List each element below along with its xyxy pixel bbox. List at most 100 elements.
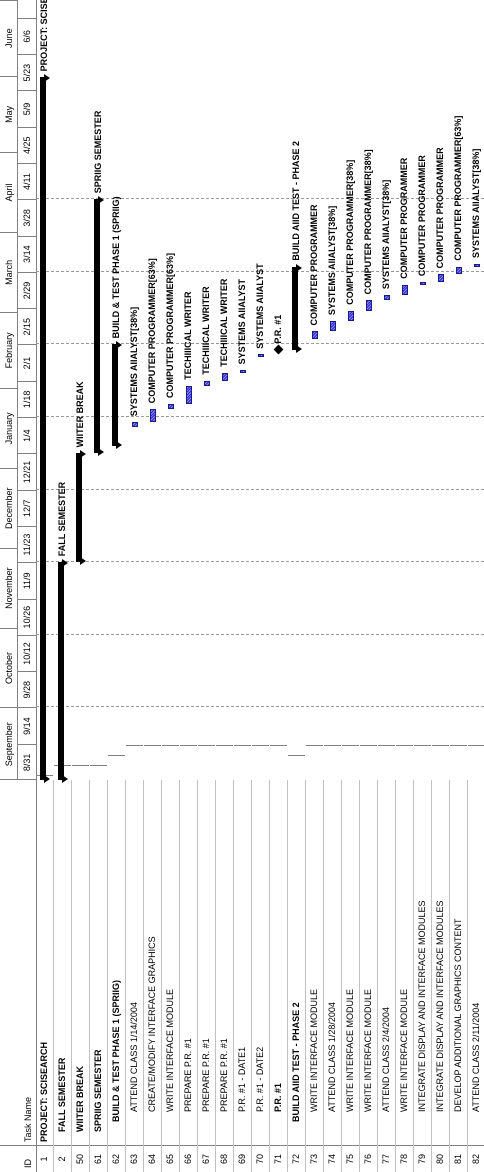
task-bar[interactable] [240, 369, 246, 373]
task-name-column-header[interactable]: Task Name [0, 779, 36, 1146]
task-bar[interactable] [384, 295, 390, 301]
task-name-cell[interactable]: INTEGRATE DISPLAY AND INTERFACE MODULES [432, 745, 449, 1146]
task-bar[interactable] [420, 281, 426, 285]
month-label: September [0, 707, 18, 780]
task-bar[interactable] [366, 300, 372, 311]
task-bar[interactable] [258, 354, 264, 358]
table-row[interactable]: 70 P.R. #1 - DATE2 [252, 745, 270, 1172]
task-name-cell[interactable]: PREPARE P.R. #1 [198, 745, 215, 1146]
task-name-cell[interactable]: SPRIIG SEMESTER [90, 765, 107, 1146]
task-bar[interactable] [348, 310, 354, 322]
task-bar[interactable] [168, 404, 174, 410]
task-bar[interactable] [222, 372, 228, 381]
task-name-cell[interactable]: BUILD & TEST PHASE 1 (SPRIIG) [108, 755, 125, 1146]
task-name-cell[interactable]: ATTEND CLASS 2/11/2004 [468, 745, 484, 1146]
task-bar[interactable] [456, 266, 462, 275]
task-name-cell[interactable]: WRITE INTERFACE MODULE [396, 745, 413, 1146]
task-name-cell[interactable]: WRITE INTERFACE MODULE [360, 745, 377, 1146]
task-name-cell[interactable]: FALL SEMESTER [54, 765, 71, 1146]
summary-bar[interactable] [292, 266, 298, 350]
table-row[interactable]: 73 WRITE INTERFACE MODULE [306, 745, 324, 1172]
table-row[interactable]: 68 PREPARE P.R. #1 [216, 745, 234, 1172]
task-bar[interactable] [312, 331, 318, 340]
task-bar[interactable] [402, 284, 408, 296]
table-row[interactable]: 67 PREPARE P.R. #1 [198, 745, 216, 1172]
bar-label: SYSTEMS AIIALYST[38%] [129, 306, 139, 417]
table-row[interactable]: 75 WRITE INTERFACE MODULE [342, 745, 360, 1172]
task-name-cell[interactable]: P.R. #1 [270, 745, 287, 1146]
table-row[interactable]: 71 P.R. #1 [270, 745, 288, 1172]
task-name-cell[interactable]: ATTEND CLASS 1/28/2004 [324, 745, 341, 1146]
task-name-cell[interactable]: BUILD AIID TEST - PHASE 2 [288, 755, 305, 1146]
table-row[interactable]: 78 WRITE INTERFACE MODULE [396, 745, 414, 1172]
task-bar[interactable] [438, 274, 444, 283]
bar-label: FALL SEMESTER [57, 481, 67, 557]
table-row[interactable]: 81 DEVELOP ADDITIONAL GRAPHICS CONTENT [450, 745, 468, 1172]
table-row[interactable]: 62 BUILD & TEST PHASE 1 (SPRIIG) [108, 755, 126, 1172]
task-name-cell[interactable]: PROJECT: SCISEARCH [36, 775, 53, 1146]
task-name-cell[interactable]: WRITE INTERFACE MODULE [342, 745, 359, 1146]
bar-label: COMPUTER PROGRAMMER [417, 155, 427, 277]
table-row[interactable]: 64 CREATE/MODIFY INTERFACE GRAPHICS [144, 745, 162, 1172]
task-name-cell[interactable]: WIITER BREAK [72, 765, 89, 1146]
task-name-cell[interactable]: CREATE/MODIFY INTERFACE GRAPHICS [144, 745, 161, 1146]
summary-bar[interactable] [76, 453, 82, 563]
task-id-cell: 72 [288, 1145, 305, 1172]
summary-bar[interactable] [58, 562, 64, 780]
id-column-header[interactable]: ID [0, 1145, 36, 1172]
table-row[interactable]: 2 FALL SEMESTER [54, 765, 72, 1172]
table-row[interactable]: 1 PROJECT: SCISEARCH [36, 775, 54, 1172]
task-bar[interactable] [330, 321, 336, 332]
task-name-cell[interactable]: ATTEND CLASS 1/14/2004 [126, 745, 143, 1146]
task-id-cell: 50 [72, 1145, 89, 1172]
task-bar[interactable] [186, 385, 192, 405]
task-id-cell: 64 [144, 1145, 161, 1172]
task-bar[interactable] [150, 409, 156, 423]
week-label: 9/14 [18, 707, 36, 744]
week-label: 6/6 [18, 17, 36, 54]
bar-label: TECHIIICAL WRITER [183, 291, 193, 380]
table-row[interactable]: 72 BUILD AIID TEST - PHASE 2 [288, 755, 306, 1172]
week-label: 2/29 [18, 271, 36, 309]
table-row[interactable]: 74 ATTEND CLASS 1/28/2004 [324, 745, 342, 1172]
task-name-cell[interactable]: WRITE INTERFACE MODULE [162, 745, 179, 1146]
task-bar[interactable] [474, 263, 480, 267]
milestone-marker[interactable] [273, 344, 284, 355]
table-row[interactable]: 65 WRITE INTERFACE MODULE [162, 745, 180, 1172]
month-label: May [0, 75, 18, 153]
table-row[interactable]: 50 WIITER BREAK [72, 765, 90, 1172]
task-id-cell: 80 [432, 1145, 449, 1172]
task-name-cell[interactable]: INTEGRATE DISPLAY AND INTERFACE MODULES [414, 745, 431, 1146]
task-name-cell[interactable]: P.R. #1 - DATE1 [234, 745, 251, 1146]
task-bar[interactable] [204, 380, 210, 386]
table-row[interactable]: 61 SPRIIG SEMESTER [90, 765, 108, 1172]
task-name-cell[interactable]: DEVELOP ADDITIONAL GRAPHICS CONTENT [450, 745, 467, 1146]
task-name-cell[interactable]: ATTEND CLASS 2/4/2004 [378, 745, 395, 1146]
task-name-cell[interactable]: PREPARE P.R. #1 [216, 745, 233, 1146]
table-row[interactable]: 76 WRITE INTERFACE MODULE [360, 745, 378, 1172]
table-row[interactable]: 82 ATTEND CLASS 2/11/2004 [468, 745, 484, 1172]
task-name-cell[interactable]: WRITE INTERFACE MODULE [306, 745, 323, 1146]
summary-bar[interactable] [40, 77, 46, 780]
table-row[interactable]: 66 PREPARE P.R. #1 [180, 745, 198, 1172]
week-label: 3/14 [18, 235, 36, 272]
task-id-cell: 62 [108, 1145, 125, 1172]
table-row[interactable]: 69 P.R. #1 - DATE1 [234, 745, 252, 1172]
summary-bar[interactable] [94, 199, 100, 454]
summary-bar[interactable] [112, 344, 118, 446]
week-label: 11/23 [18, 525, 36, 563]
week-label: 1/4 [18, 417, 36, 454]
table-row[interactable]: 77 ATTEND CLASS 2/4/2004 [378, 745, 396, 1172]
month-gridline [36, 561, 484, 563]
table-row[interactable]: 79 INTEGRATE DISPLAY AND INTERFACE MODULE… [414, 745, 432, 1172]
month-label: October [0, 627, 18, 708]
bar-label: SYSTEMS AIIALYST [255, 263, 265, 349]
task-name-cell[interactable]: PREPARE P.R. #1 [180, 745, 197, 1146]
week-label: 1/18 [18, 380, 36, 417]
table-row[interactable]: 80 INTEGRATE DISPLAY AND INTERFACE MODULE… [432, 745, 450, 1172]
bar-label: BUILD AIID TEST - PHASE 2 [291, 140, 301, 261]
task-bar[interactable] [132, 422, 138, 428]
table-row[interactable]: 63 ATTEND CLASS 1/14/2004 [126, 745, 144, 1172]
task-name-cell[interactable]: P.R. #1 - DATE2 [252, 745, 269, 1146]
